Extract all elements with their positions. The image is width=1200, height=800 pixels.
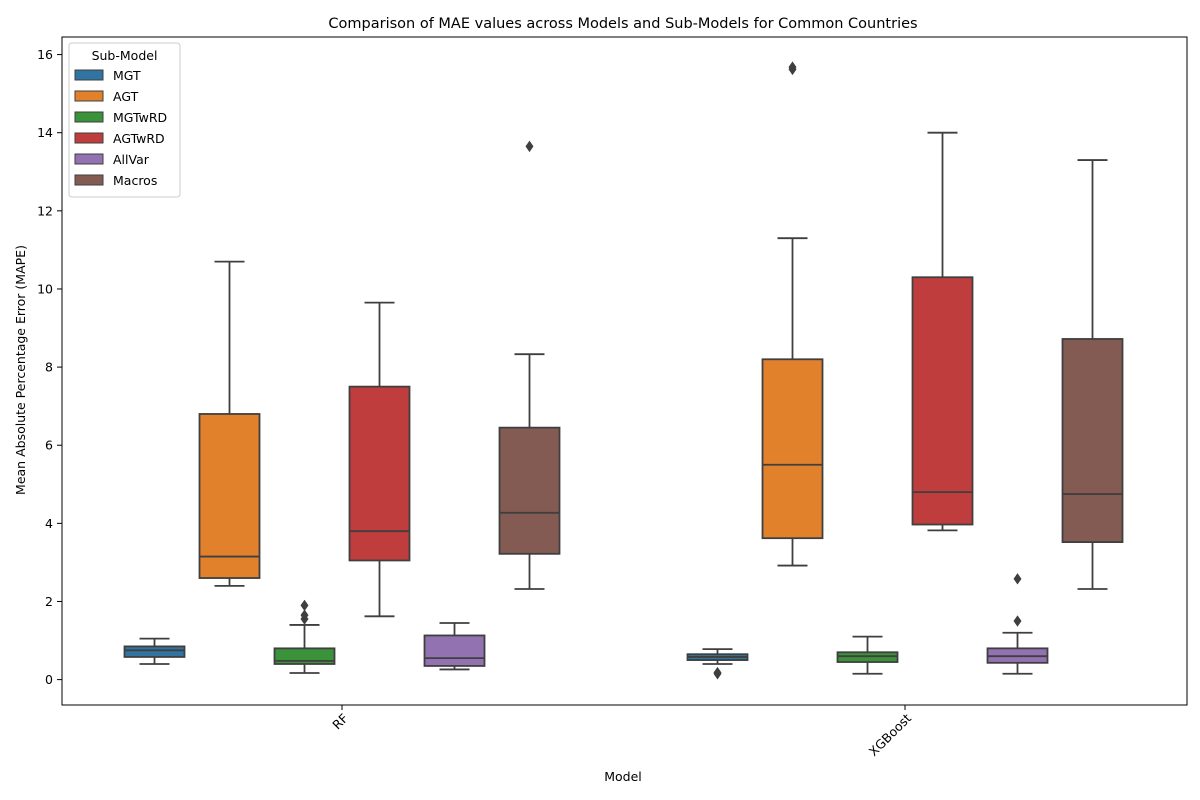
box-mgt-rf xyxy=(123,637,186,665)
box-body xyxy=(198,413,261,579)
box-body xyxy=(123,645,186,658)
box-agt-xgboost xyxy=(761,61,824,567)
outlier-point xyxy=(525,140,534,153)
box-mgt-xgboost xyxy=(686,648,749,680)
box-macros-rf xyxy=(498,140,561,590)
y-tick-label: 4 xyxy=(45,516,53,531)
box-mgtwrd-xgboost xyxy=(836,635,899,675)
y-tick-label: 12 xyxy=(37,203,53,218)
y-tick-label: 16 xyxy=(37,47,53,62)
axes-frame xyxy=(61,36,1188,706)
outlier-point xyxy=(300,599,309,612)
legend-title: Sub-Model xyxy=(92,48,158,63)
y-tick-label: 10 xyxy=(37,281,53,296)
x-tick-label: XGBoost xyxy=(866,710,915,759)
box-body xyxy=(423,634,486,667)
box-allvar-rf xyxy=(423,622,486,671)
box-body xyxy=(761,358,824,540)
legend-label: MGTwRD xyxy=(113,110,167,125)
y-tick-label: 14 xyxy=(37,125,53,140)
box-body xyxy=(911,276,974,526)
legend-swatch xyxy=(74,111,104,123)
box-mgtwrd-rf xyxy=(273,599,336,674)
outlier-point xyxy=(1013,573,1022,585)
legend-label: Macros xyxy=(113,173,157,188)
y-tick-label: 6 xyxy=(45,438,53,453)
box-agtwrd-xgboost xyxy=(911,131,974,532)
legend-label: AGTwRD xyxy=(113,131,165,146)
box-agtwrd-rf xyxy=(348,301,411,618)
outlier-point xyxy=(788,61,797,73)
y-tick-label: 8 xyxy=(45,360,53,375)
legend-label: AllVar xyxy=(113,152,150,167)
y-axis-title: Mean Absolute Percentage Error (MAPE) xyxy=(13,245,28,495)
chart-title: Comparison of MAE values across Models a… xyxy=(328,16,917,32)
legend-swatch xyxy=(74,69,104,81)
legend: Sub-Model MGT AGT MGTwRD AGTwRD AllVar Macros xyxy=(68,42,181,198)
box-macros-xgboost xyxy=(1061,159,1124,590)
outlier-point xyxy=(1013,615,1022,627)
x-tick-label: RF xyxy=(329,711,351,733)
y-tick-label: 2 xyxy=(45,594,53,609)
box-body xyxy=(348,385,411,562)
legend-label: AGT xyxy=(113,89,139,104)
box-allvar-xgboost xyxy=(986,573,1049,675)
boxes-group xyxy=(123,61,1124,680)
legend-label: MGT xyxy=(113,68,141,83)
box-agt-rf xyxy=(198,260,261,587)
x-axis-title: Model xyxy=(604,769,642,784)
outlier-point xyxy=(300,609,309,621)
y-tick-label: 0 xyxy=(45,672,53,687)
legend-swatch xyxy=(74,132,104,144)
legend-swatch xyxy=(74,90,104,102)
box-body xyxy=(1061,338,1124,544)
outlier-point xyxy=(713,666,722,679)
legend-swatch xyxy=(74,174,104,186)
legend-swatch xyxy=(74,153,104,165)
box-body xyxy=(836,651,899,663)
box-body xyxy=(498,426,561,555)
